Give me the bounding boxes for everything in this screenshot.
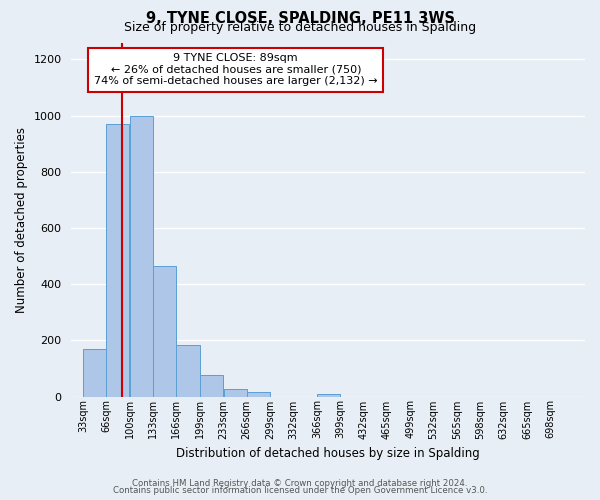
Text: 9 TYNE CLOSE: 89sqm
← 26% of detached houses are smaller (750)
74% of semi-detac: 9 TYNE CLOSE: 89sqm ← 26% of detached ho… bbox=[94, 53, 377, 86]
Bar bbox=[130, 116, 153, 396]
Bar bbox=[106, 124, 130, 396]
Y-axis label: Number of detached properties: Number of detached properties bbox=[15, 126, 28, 312]
Text: Contains public sector information licensed under the Open Government Licence v3: Contains public sector information licen… bbox=[113, 486, 487, 495]
Bar bbox=[317, 394, 340, 396]
Text: Contains HM Land Registry data © Crown copyright and database right 2024.: Contains HM Land Registry data © Crown c… bbox=[132, 478, 468, 488]
Text: 9, TYNE CLOSE, SPALDING, PE11 3WS: 9, TYNE CLOSE, SPALDING, PE11 3WS bbox=[146, 11, 455, 26]
Bar bbox=[153, 266, 176, 396]
Bar bbox=[224, 390, 247, 396]
Bar bbox=[176, 344, 200, 397]
Bar bbox=[247, 392, 270, 396]
X-axis label: Distribution of detached houses by size in Spalding: Distribution of detached houses by size … bbox=[176, 447, 480, 460]
Bar bbox=[83, 349, 106, 397]
Bar bbox=[200, 376, 223, 396]
Text: Size of property relative to detached houses in Spalding: Size of property relative to detached ho… bbox=[124, 22, 476, 35]
